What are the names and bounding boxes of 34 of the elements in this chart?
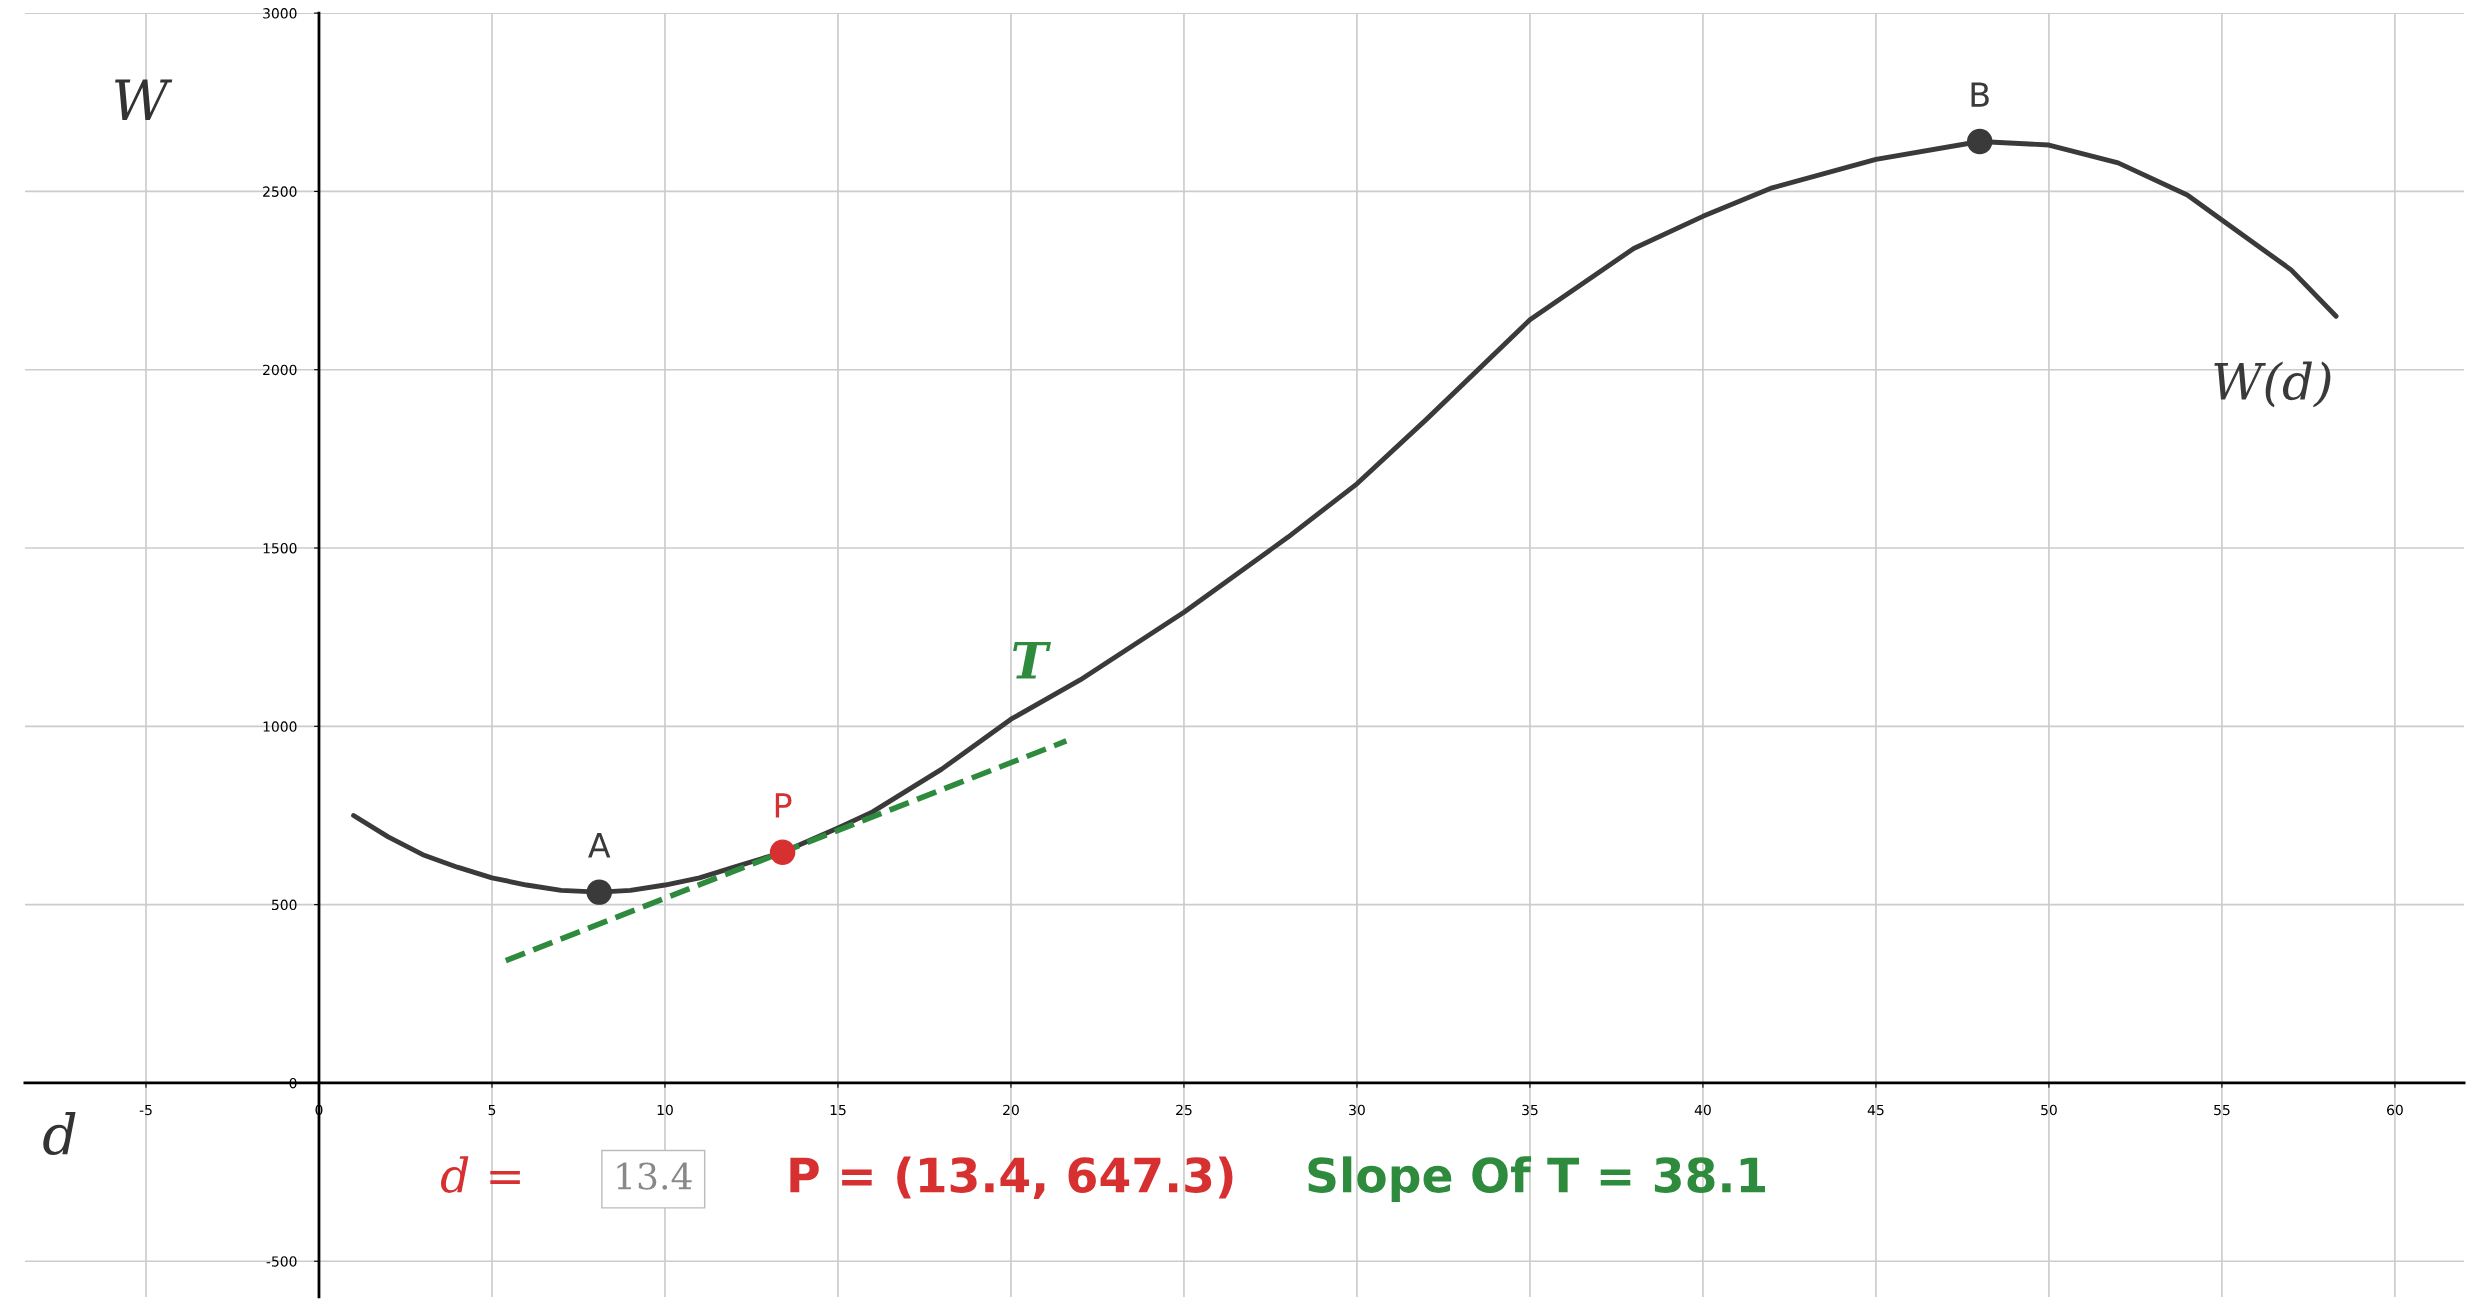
y-tick-label: 1000 xyxy=(263,721,297,732)
series-label: B xyxy=(1971,82,1989,107)
y-tick-label: 1500 xyxy=(263,542,297,554)
x-tick-label: 30 xyxy=(1349,1104,1365,1116)
x-tick-label: 55 xyxy=(2214,1104,2230,1116)
y-tick-label: 2500 xyxy=(263,186,297,197)
y-tick-label: 2000 xyxy=(263,364,297,376)
x-tick-label: 10 xyxy=(657,1104,673,1116)
x-tick-label: 25 xyxy=(1176,1104,1192,1116)
x-tick-label: 60 xyxy=(2387,1104,2403,1116)
series-label: W(d) xyxy=(2214,361,2331,408)
x-axis-title: d xyxy=(43,1112,76,1156)
x-tick-label: -5 xyxy=(139,1104,152,1116)
annotation: Slope Of T = 38.1 xyxy=(1308,1156,1766,1203)
series-label: T xyxy=(1013,641,1051,679)
x-tick-label: 45 xyxy=(1867,1104,1884,1116)
series-label: A xyxy=(588,833,611,858)
point xyxy=(769,839,796,865)
point xyxy=(1966,128,1993,155)
y-tick-label: -500 xyxy=(266,1256,297,1267)
x-tick-label: 50 xyxy=(2041,1104,2057,1116)
y-axis-title: W xyxy=(115,79,173,121)
x-tick-label: 40 xyxy=(1694,1104,1711,1116)
point xyxy=(586,879,612,905)
annotation: P = (13.4, 647.3) xyxy=(790,1156,1233,1199)
x-tick-label: 15 xyxy=(830,1104,846,1116)
x-tick-label: 5 xyxy=(488,1104,496,1116)
y-tick-label: 3000 xyxy=(263,8,297,19)
series-label: P xyxy=(775,793,792,818)
x-tick-label: 35 xyxy=(1522,1104,1538,1116)
annotation: 13.4 xyxy=(617,1162,692,1190)
y-tick-label: 500 xyxy=(272,899,297,911)
annotation: d = xyxy=(441,1156,520,1193)
x-tick-label: 20 xyxy=(1003,1104,1019,1116)
